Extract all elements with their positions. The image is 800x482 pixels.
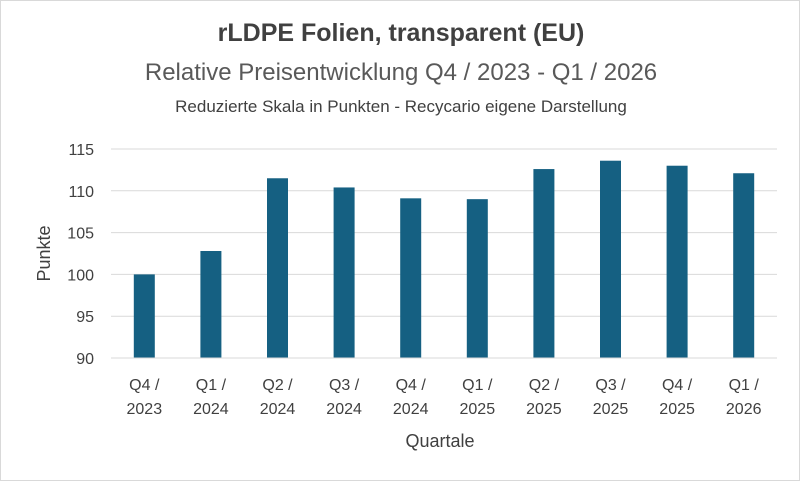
bar [600, 160, 621, 358]
y-tick-labels: 90 95 100 105 110 115 [67, 142, 94, 368]
x-tick-labels: Q4 /2023 Q1 /2024 Q2 /2024 Q3 /2024 Q4 /2024… [127, 377, 762, 418]
bars [133, 160, 755, 358]
y-tick-label: 115 [68, 142, 94, 159]
chart-note: Reduzierte Skala in Punkten - Recycario … [175, 97, 627, 116]
bar [466, 199, 488, 358]
bar [200, 250, 222, 358]
chart-subtitle: Relative Preisentwicklung Q4 / 2023 - Q1… [144, 59, 658, 86]
x-tick-label: Q4 /2025 [659, 377, 695, 418]
x-tick-label: Q3 /2024 [326, 377, 362, 418]
bar [666, 165, 688, 358]
x-tick-label: Q1 /2024 [193, 377, 229, 418]
y-axis-title: Punkte [34, 225, 54, 281]
y-tick-label: 100 [67, 267, 94, 284]
gridlines [111, 148, 777, 317]
bar [400, 198, 422, 358]
bar [333, 187, 355, 358]
y-tick-label: 90 [76, 351, 94, 368]
x-tick-label: Q2 /2024 [260, 377, 296, 418]
y-tick-label: 110 [68, 184, 94, 201]
chart-title: rLDPE Folien, transparent (EU) [217, 19, 585, 47]
x-tick-label: Q2 /2025 [526, 377, 562, 418]
x-tick-label: Q1 /2026 [726, 377, 762, 418]
bar [133, 274, 155, 358]
x-axis-title: Quartale [405, 431, 474, 451]
y-tick-label: 105 [67, 226, 94, 243]
y-tick-label: 95 [76, 309, 94, 326]
x-tick-label: Q1 /2025 [460, 377, 496, 418]
x-tick-label: Q4 /2024 [393, 377, 429, 418]
bar [733, 173, 755, 358]
bar [533, 169, 555, 358]
x-tick-label: Q4 /2023 [127, 377, 163, 418]
x-tick-label: Q3 /2025 [593, 377, 629, 418]
bar [267, 178, 288, 358]
